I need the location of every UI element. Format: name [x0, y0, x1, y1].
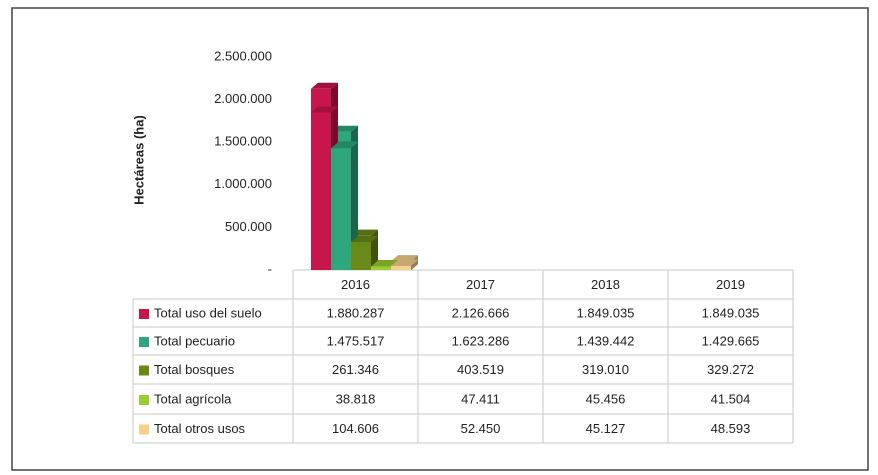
bar	[371, 266, 391, 270]
y-tick-label: 1.500.000	[214, 134, 272, 149]
table-cell: 47.411	[461, 391, 500, 406]
y-tick-label: 2.500.000	[214, 48, 272, 63]
table-cell: 41.504	[711, 391, 751, 406]
bar-top	[311, 106, 338, 113]
table-cell: 1.475.517	[327, 333, 385, 348]
legend-swatch	[139, 309, 149, 319]
bar	[311, 112, 331, 270]
y-tick-label: 2.000.000	[214, 91, 272, 106]
table-cell: 261.346	[332, 362, 379, 377]
y-axis-title: Hectáreas (ha)	[131, 115, 146, 205]
table-cell: 2.126.666	[452, 305, 510, 320]
legend-label: Total uso del suelo	[154, 305, 262, 320]
legend-swatch	[139, 424, 149, 435]
legend-label: Total agrícola	[154, 391, 232, 406]
table-cell: 329.272	[707, 362, 754, 377]
legend-label: Total pecuario	[154, 333, 235, 348]
y-tick-label: 500.000	[225, 219, 272, 234]
bar-top	[351, 235, 378, 242]
legend-swatch	[139, 395, 149, 405]
bar-side	[411, 259, 418, 270]
legend-swatch	[139, 337, 149, 347]
bar-top	[311, 82, 338, 89]
table-cell: 1.429.665	[702, 333, 760, 348]
y-tick-label: -	[268, 261, 272, 276]
table-cell: 1.849.035	[702, 305, 760, 320]
table-cell: 1.849.035	[577, 305, 635, 320]
table-cell: 45.127	[586, 421, 626, 436]
bar-top	[331, 142, 358, 149]
y-tick-label: 1.000.000	[214, 176, 272, 191]
table-cell: 45.456	[586, 391, 626, 406]
frame	[11, 7, 869, 471]
table-cell: 1.623.286	[452, 333, 510, 348]
table-cell: 52.450	[461, 421, 501, 436]
table-cell: 1.439.442	[577, 333, 635, 348]
legend-swatch	[139, 365, 149, 376]
bar	[351, 241, 371, 270]
legend-label: Total bosques	[154, 362, 235, 377]
table-cell: 104.606	[332, 421, 379, 436]
table-cell: 403.519	[457, 362, 504, 377]
bar	[391, 265, 411, 270]
x-tick-label: 2017	[466, 277, 495, 292]
bar-side	[371, 235, 378, 270]
bar-top	[391, 259, 418, 266]
x-tick-label: 2019	[716, 277, 745, 292]
table-cell: 319.010	[582, 362, 629, 377]
table-cell: 48.593	[711, 421, 751, 436]
bar-top	[371, 260, 398, 267]
legend-label: Total otros usos	[154, 421, 246, 436]
table-cell: 1.880.287	[327, 305, 385, 320]
x-tick-label: 2016	[341, 277, 370, 292]
x-tick-label: 2018	[591, 277, 620, 292]
bar	[331, 148, 351, 270]
table-cell: 38.818	[336, 391, 376, 406]
